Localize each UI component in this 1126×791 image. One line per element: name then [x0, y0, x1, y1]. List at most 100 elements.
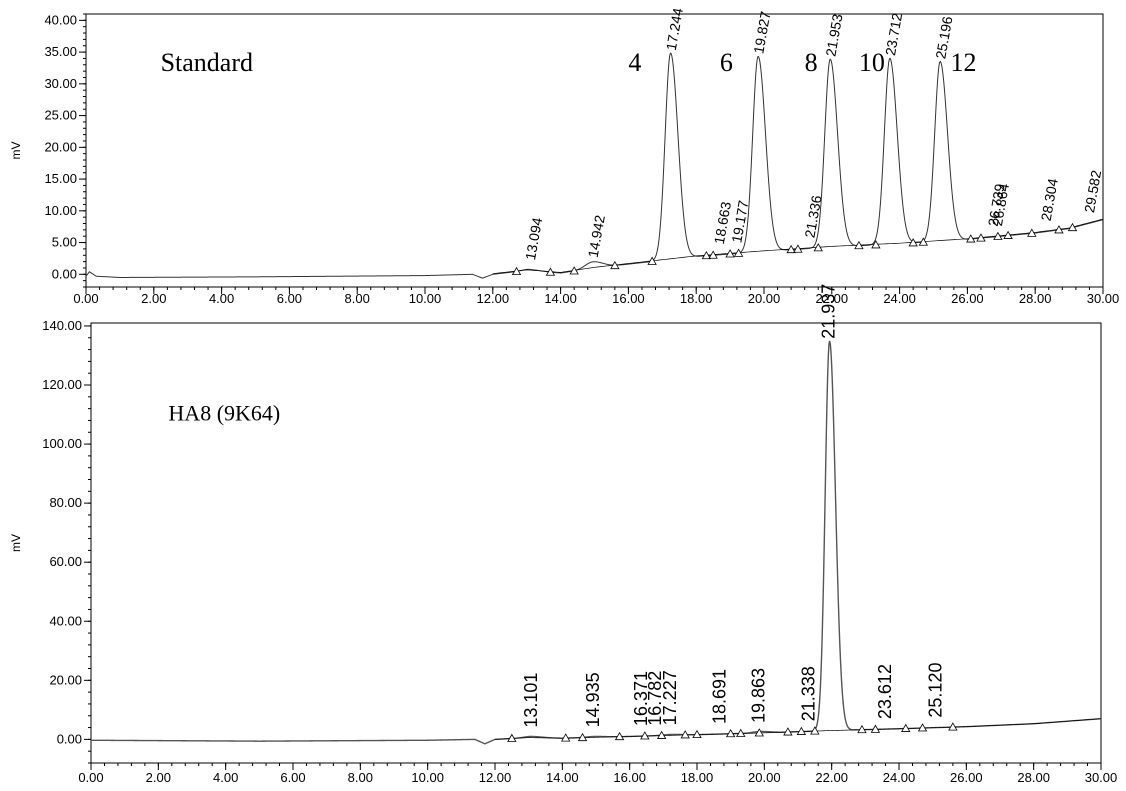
peak-marker: [545, 267, 556, 276]
y-tick-label: 40.00: [49, 613, 82, 628]
y-tick-label: 120.00: [42, 377, 82, 392]
x-tick-label: 8.00: [348, 770, 373, 785]
peak-marker: [511, 266, 522, 276]
x-tick-label: 10.00: [411, 770, 444, 785]
peak-marker: [754, 728, 764, 737]
x-tick-label: 22.00: [816, 291, 849, 306]
x-tick-label: 6.00: [277, 291, 302, 306]
peak-marker: [786, 244, 796, 254]
plot-frame: [90, 322, 1102, 764]
x-tick-label: 0.00: [73, 291, 98, 306]
x-tick-label: 2.00: [141, 291, 166, 306]
y-tick-label: 5.00: [52, 235, 77, 250]
x-tick-label: 16.00: [613, 770, 646, 785]
peak-marker: [813, 243, 823, 252]
x-tick-label: 12.00: [479, 770, 512, 785]
x-tick-label: 30.00: [1087, 291, 1120, 306]
peak-marker: [708, 250, 718, 259]
y-tick-label: 100.00: [42, 436, 82, 451]
peak-marker: [1054, 225, 1064, 234]
peak-marker: [640, 731, 650, 740]
y-axis-label: mV: [9, 142, 23, 160]
chart-panel-2: 0.00 2.00 4.00 6.00 8.00 10.00 12.00 14.00 16.00…: [9, 284, 1117, 785]
peak-label: 16.782: [645, 671, 665, 726]
x-tick-label: 30.00: [1085, 770, 1118, 785]
peak-label: 17.244: [663, 6, 686, 51]
chain-length-label: 12: [950, 48, 976, 77]
peak-marker: [857, 724, 867, 734]
peak-label: 18.663: [711, 200, 734, 245]
peak-marker: [680, 730, 690, 739]
x-tick-label: 14.00: [546, 770, 579, 785]
peak-marker: [725, 249, 735, 258]
peak-marker: [901, 723, 911, 732]
x-tick-label: 20.00: [748, 770, 781, 785]
chain-length-label: 4: [628, 48, 641, 77]
chain-length-label: 10: [859, 48, 885, 77]
chain-length-label: 8: [805, 48, 818, 77]
x-tick-label: 4.00: [213, 770, 238, 785]
peak-marker: [1003, 230, 1013, 239]
peak-label: 25.120: [926, 663, 946, 718]
x-tick-label: 20.00: [748, 291, 781, 306]
x-tick-label: 28.00: [1019, 291, 1052, 306]
y-tick-label: 30.00: [44, 76, 77, 91]
peak-marker: [793, 244, 803, 253]
peak-marker: [870, 724, 881, 733]
peak-marker: [569, 266, 579, 275]
sample-title: Standard: [161, 48, 253, 77]
y-tick-label: 10.00: [44, 203, 77, 218]
peak-label: 16.371: [631, 671, 651, 726]
peak-marker: [966, 234, 976, 243]
peak-marker: [610, 260, 620, 270]
peak-label: 23.712: [882, 12, 905, 57]
x-tick-label: 12.00: [477, 291, 510, 306]
peak-marker: [1027, 228, 1037, 237]
peak-marker: [736, 728, 746, 737]
peak-marker: [976, 233, 986, 242]
peak-label: 21.338: [798, 666, 818, 721]
peak-label: 21.336: [801, 194, 824, 239]
peak-marker: [656, 730, 667, 739]
peak-marker: [917, 723, 928, 732]
y-tick-label: 0.00: [52, 266, 77, 281]
y-tick-label: 0.00: [57, 731, 82, 746]
x-tick-label: 10.00: [409, 291, 442, 306]
peak-label: 19.827: [750, 10, 773, 55]
peak-label: 21.953: [822, 13, 845, 58]
signal-trace: [85, 52, 1104, 279]
peak-marker: [908, 238, 918, 247]
peak-marker: [701, 250, 712, 260]
y-tick-label: 25.00: [44, 108, 77, 123]
y-tick-label: 20.00: [49, 672, 82, 687]
x-tick-label: 24.00: [883, 770, 916, 785]
x-tick-label: 24.00: [883, 291, 916, 306]
peak-label: 13.094: [522, 216, 545, 261]
peak-label: 29.582: [1081, 169, 1104, 214]
peak-label: 23.612: [875, 664, 895, 719]
integration-baseline: [494, 718, 1102, 740]
peak-marker: [948, 722, 958, 731]
peak-label: 21.937: [819, 284, 839, 339]
peak-label: 13.101: [521, 673, 541, 728]
x-tick-label: 26.00: [950, 770, 983, 785]
peak-label: 14.935: [583, 672, 603, 727]
x-tick-label: 14.00: [544, 291, 577, 306]
y-tick-label: 35.00: [44, 44, 77, 59]
x-tick-label: 6.00: [280, 770, 305, 785]
peak-marker: [577, 732, 588, 742]
peak-marker: [810, 726, 820, 735]
x-tick-label: 4.00: [209, 291, 234, 306]
sample-title: HA8 (9K64): [168, 400, 280, 425]
y-tick-label: 15.00: [44, 171, 77, 186]
peak-marker: [783, 727, 793, 736]
y-tick-label: 60.00: [49, 554, 82, 569]
peak-marker: [993, 231, 1003, 240]
peak-label: 14.942: [585, 214, 608, 259]
peak-marker: [561, 733, 571, 742]
peak-marker: [918, 237, 929, 246]
x-tick-label: 18.00: [680, 291, 713, 306]
peak-marker: [507, 733, 517, 742]
